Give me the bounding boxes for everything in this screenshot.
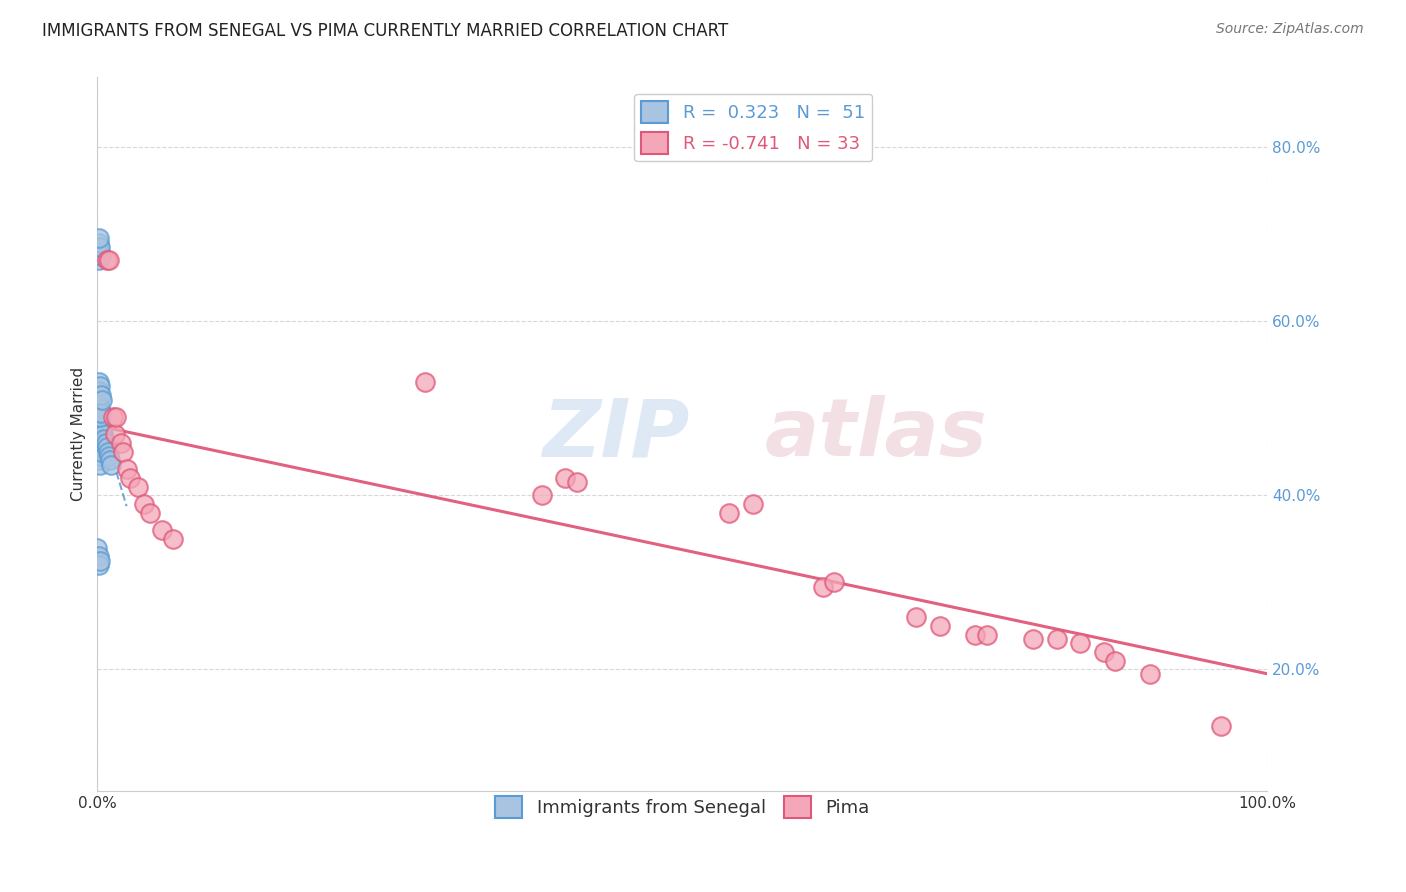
Point	[91, 432, 114, 446]
Point	[93, 432, 115, 446]
Point	[96, 441, 118, 455]
Point	[87, 549, 110, 564]
Point	[87, 253, 110, 268]
Point	[91, 423, 114, 437]
Point	[87, 427, 110, 442]
Point	[89, 401, 111, 416]
Point	[89, 458, 111, 472]
Point	[100, 458, 122, 472]
Y-axis label: Currently Married: Currently Married	[72, 368, 86, 501]
Point	[565, 475, 588, 490]
Point	[87, 406, 110, 420]
Point	[89, 553, 111, 567]
Point	[1092, 645, 1115, 659]
Point	[96, 253, 118, 268]
Point	[91, 392, 114, 407]
Point	[90, 388, 112, 402]
Point	[928, 619, 950, 633]
Point	[1209, 719, 1232, 733]
Point	[811, 580, 834, 594]
Point	[127, 480, 149, 494]
Point	[94, 436, 117, 450]
Point	[112, 444, 135, 458]
Point	[90, 249, 112, 263]
Point	[162, 532, 184, 546]
Point	[87, 436, 110, 450]
Point	[90, 444, 112, 458]
Text: Source: ZipAtlas.com: Source: ZipAtlas.com	[1216, 22, 1364, 37]
Point	[90, 427, 112, 442]
Point	[120, 471, 142, 485]
Point	[91, 427, 114, 442]
Point	[741, 497, 763, 511]
Point	[97, 444, 120, 458]
Point	[139, 506, 162, 520]
Point	[87, 418, 110, 433]
Point	[87, 384, 110, 398]
Point	[823, 575, 845, 590]
Point	[98, 449, 121, 463]
Point	[89, 432, 111, 446]
Point	[1139, 666, 1161, 681]
Point	[101, 409, 124, 424]
Point	[86, 541, 108, 555]
Point	[530, 488, 553, 502]
Point	[89, 414, 111, 428]
Text: atlas: atlas	[765, 395, 987, 474]
Point	[90, 436, 112, 450]
Point	[89, 409, 111, 424]
Point	[413, 375, 436, 389]
Point	[1046, 632, 1069, 646]
Point	[98, 453, 121, 467]
Point	[976, 627, 998, 641]
Point	[86, 441, 108, 455]
Point	[1022, 632, 1045, 646]
Point	[90, 406, 112, 420]
Point	[89, 379, 111, 393]
Point	[87, 409, 110, 424]
Point	[90, 418, 112, 433]
Legend: Immigrants from Senegal, Pima: Immigrants from Senegal, Pima	[488, 789, 877, 825]
Point	[1069, 636, 1091, 650]
Point	[87, 444, 110, 458]
Point	[87, 375, 110, 389]
Point	[105, 409, 128, 424]
Point	[98, 253, 121, 268]
Point	[89, 449, 111, 463]
Point	[554, 471, 576, 485]
Point	[86, 392, 108, 407]
Point	[110, 436, 132, 450]
Point	[87, 558, 110, 572]
Point	[905, 610, 928, 624]
Text: ZIP: ZIP	[541, 395, 689, 474]
Point	[134, 497, 156, 511]
Point	[87, 231, 110, 245]
Point	[718, 506, 741, 520]
Point	[104, 427, 127, 442]
Point	[89, 441, 111, 455]
Point	[86, 432, 108, 446]
Point	[89, 240, 111, 254]
Point	[87, 453, 110, 467]
Point	[87, 397, 110, 411]
Point	[89, 244, 111, 259]
Point	[91, 436, 114, 450]
Point	[115, 462, 138, 476]
Point	[150, 523, 173, 537]
Text: IMMIGRANTS FROM SENEGAL VS PIMA CURRENTLY MARRIED CORRELATION CHART: IMMIGRANTS FROM SENEGAL VS PIMA CURRENTL…	[42, 22, 728, 40]
Point	[1104, 654, 1126, 668]
Point	[86, 423, 108, 437]
Point	[89, 423, 111, 437]
Point	[87, 235, 110, 250]
Point	[963, 627, 986, 641]
